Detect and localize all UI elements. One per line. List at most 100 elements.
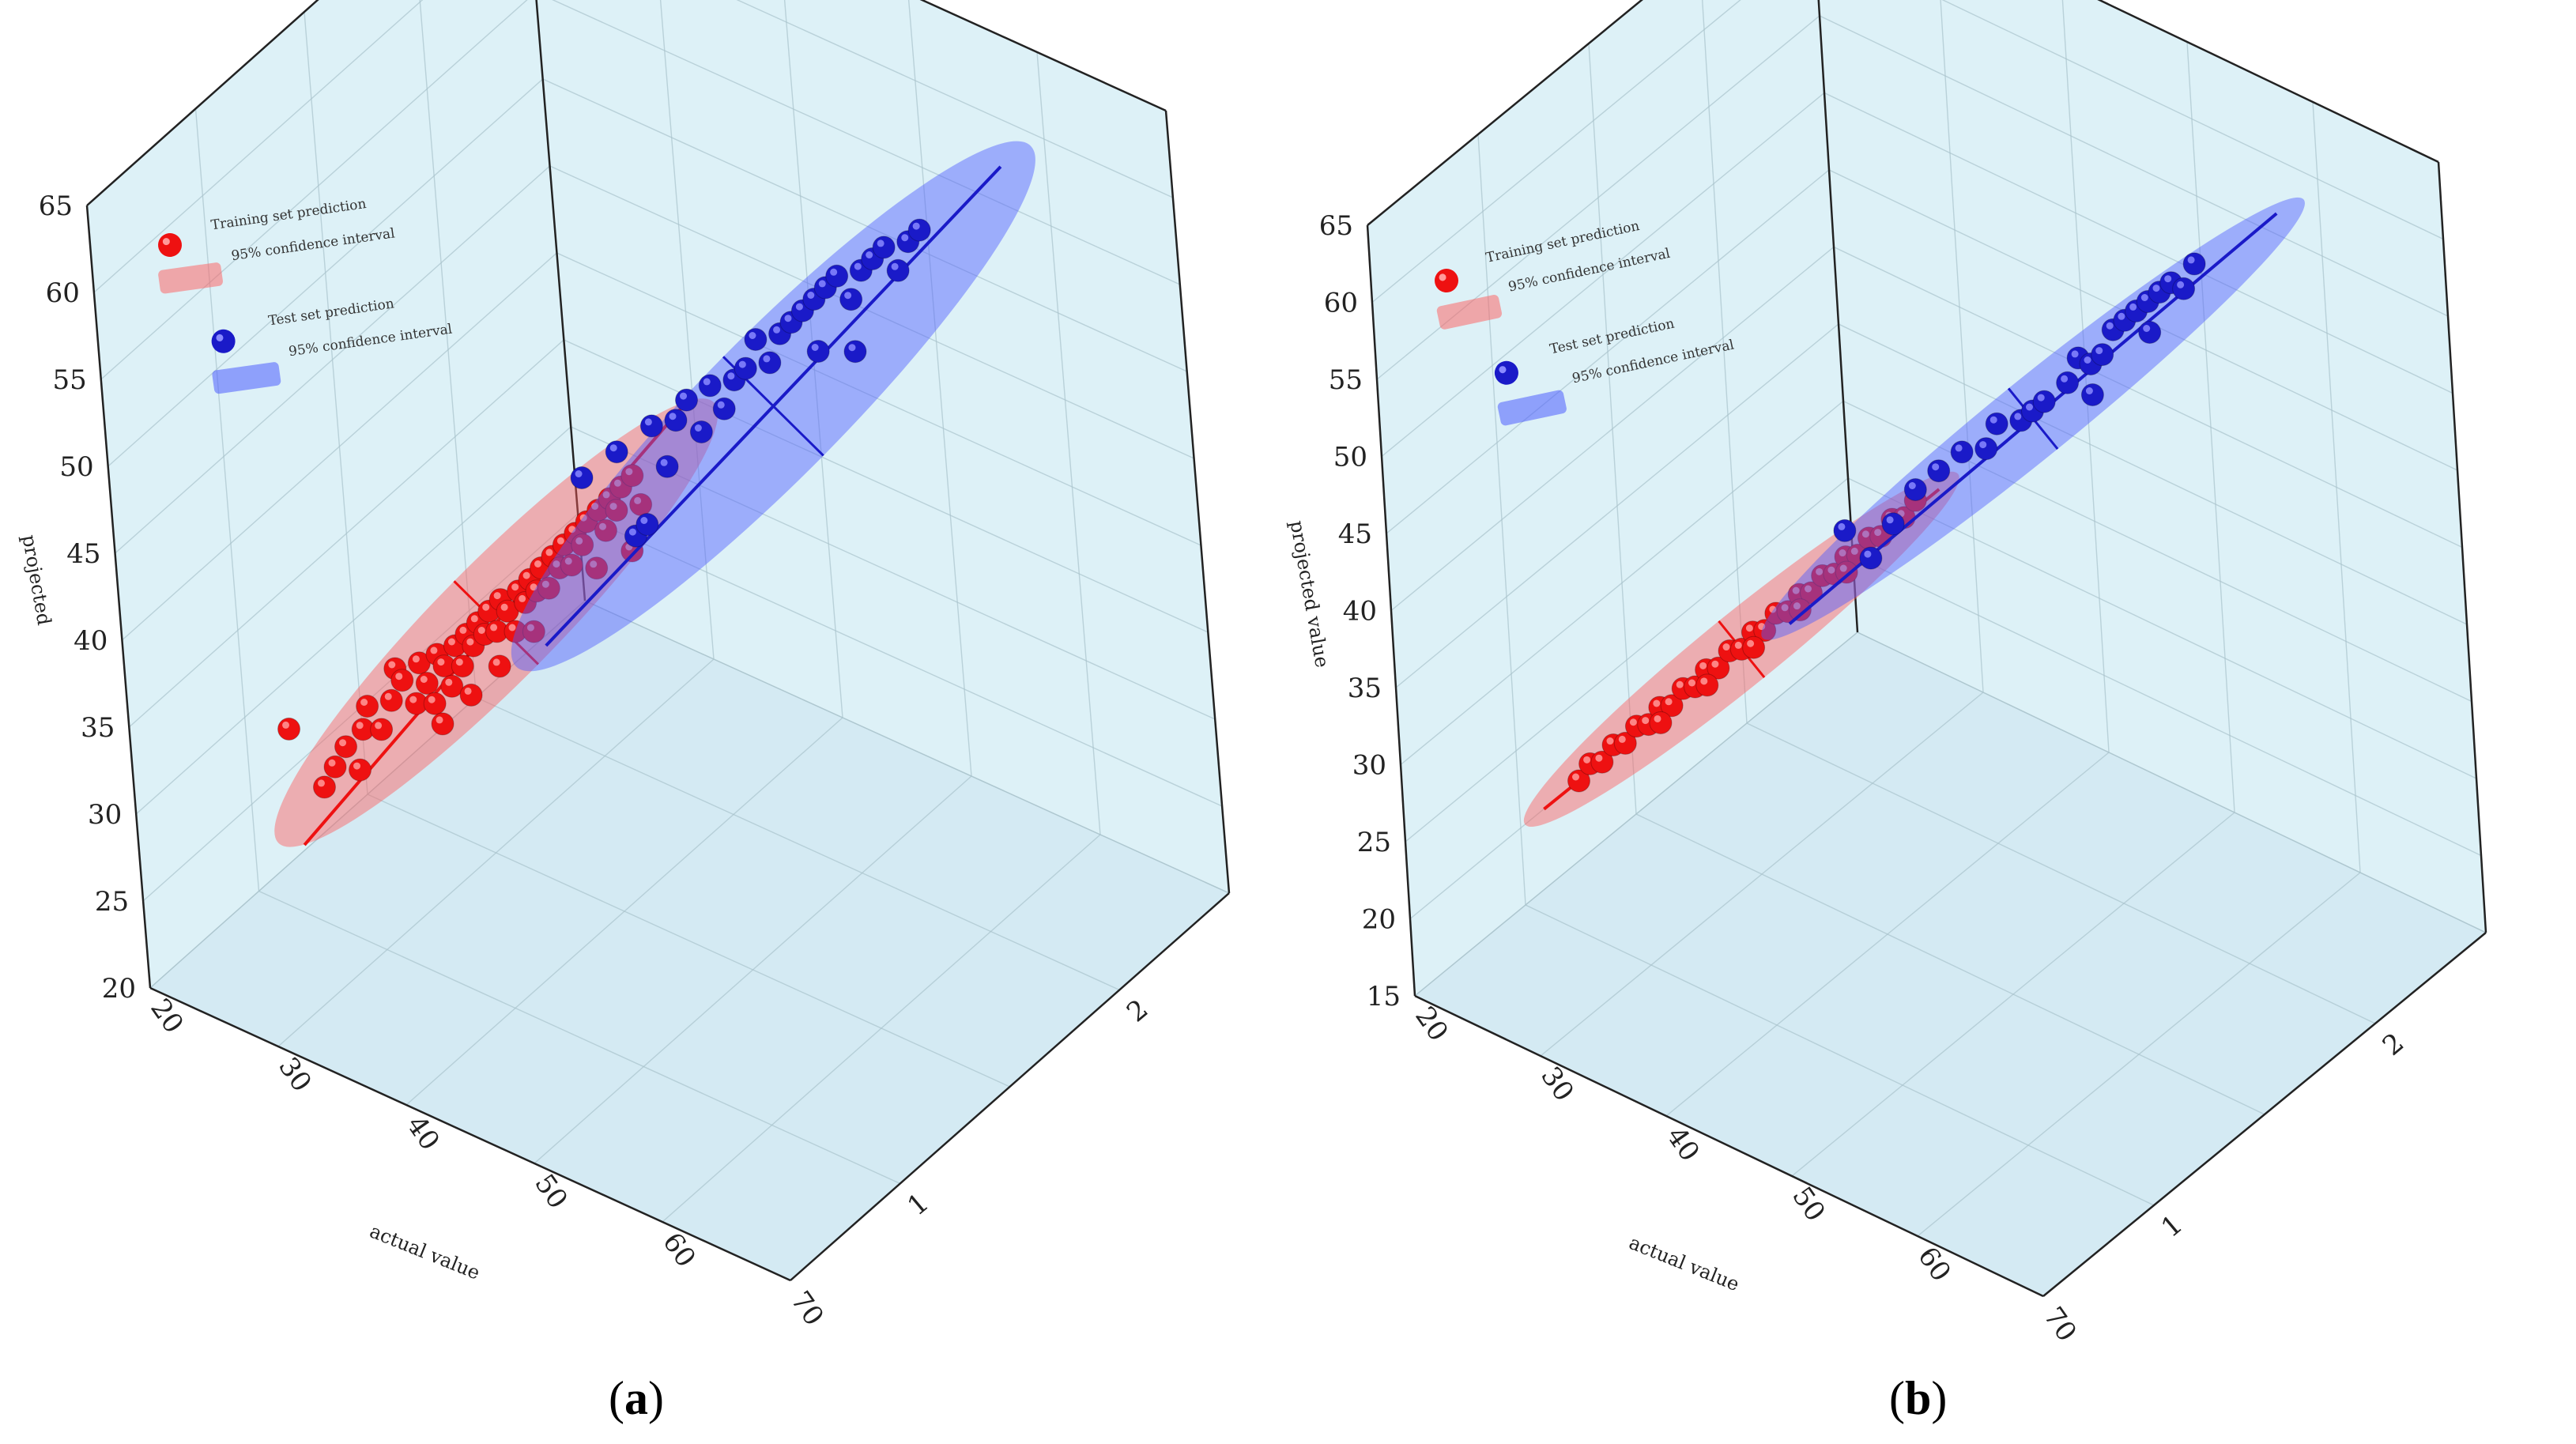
b-training-point-highlight — [1629, 718, 1637, 726]
b-training-point-highlight — [1606, 737, 1614, 745]
a-training-point-highlight — [384, 692, 392, 700]
a-training-point-highlight — [511, 583, 519, 591]
a-training-point-highlight — [328, 759, 336, 767]
panel-b-chart: 152025303540455055606520304050607012proj… — [1286, 0, 2487, 1348]
a-test-point-highlight — [575, 470, 583, 477]
a-training-point-highlight — [534, 560, 541, 567]
a-training-point-highlight — [634, 496, 642, 504]
a-training-point — [431, 712, 454, 736]
b-grid-y-floor — [1746, 722, 2376, 1024]
b-right-edge — [2437, 161, 2487, 933]
a-test-point-highlight — [844, 292, 852, 300]
a-training-point — [323, 755, 347, 779]
b-training-point-highlight — [1769, 605, 1777, 613]
a-training-point-highlight — [613, 479, 621, 487]
b-z-tick-label: 40 — [1343, 596, 1377, 628]
a-training-point-highlight — [388, 661, 396, 669]
b-training-point-highlight — [1839, 549, 1846, 557]
b-z-tick-label: 60 — [1324, 288, 1358, 319]
b-test-point-highlight — [1864, 550, 1872, 558]
a-training-point-highlight — [609, 503, 617, 511]
b-y-axis-line — [2042, 932, 2487, 1297]
b-training-point-highlight — [1781, 604, 1789, 612]
a-grid-y-floor — [476, 696, 1120, 991]
b-x-axis-line — [1414, 994, 2044, 1298]
b-test-point-highlight — [2061, 375, 2069, 383]
a-test-point-highlight — [628, 528, 636, 536]
a-training-point-highlight — [459, 626, 467, 634]
b-test-point — [1859, 546, 1883, 570]
b-z-tick-label: 65 — [1319, 210, 1353, 242]
b-grid-y-floor — [1857, 632, 2487, 933]
a-test-point — [907, 218, 931, 242]
a-training-point-highlight — [556, 537, 564, 545]
a-training-point-highlight — [428, 696, 436, 703]
a-z-tick-label: 55 — [53, 364, 87, 396]
b-test-point — [2138, 321, 2162, 344]
a-test-point-highlight — [738, 360, 746, 368]
b-legend-train-marker-highlight — [1439, 273, 1446, 281]
b-back-edge — [1817, 0, 1859, 633]
b-z-tick-label: 55 — [1329, 364, 1363, 396]
a-test-point-highlight — [811, 344, 819, 351]
a-training-point-highlight — [412, 655, 420, 663]
a-test-point-highlight — [818, 280, 826, 288]
a-training-point-highlight — [437, 658, 445, 666]
a-training-point-highlight — [519, 594, 526, 602]
a-test-point-highlight — [717, 401, 725, 409]
b-test-point-highlight — [2187, 256, 2195, 264]
b-grid-y-floor — [1635, 813, 2265, 1115]
b-test-point — [1950, 440, 1974, 464]
a-test-point — [839, 288, 863, 311]
b-training-point-highlight — [1745, 624, 1753, 632]
b-z-tick-label: 20 — [1362, 904, 1396, 936]
a-test-point-highlight — [763, 355, 771, 363]
a-back-wall-right — [536, 0, 1229, 893]
a-training-point — [312, 775, 336, 799]
a-training-point-highlight — [575, 537, 583, 545]
a-grid-y-wall — [304, 11, 368, 795]
b-z-tick-label: 50 — [1333, 442, 1367, 473]
a-grid-x-wall — [659, 0, 715, 660]
a-training-point — [370, 718, 394, 741]
a-training-point-highlight — [430, 647, 438, 654]
b-test-point-highlight — [2026, 403, 2033, 411]
b-legend-test-ci-swatch — [1497, 390, 1567, 426]
b-y-tick-label: 2 — [2377, 1027, 2410, 1062]
a-grid-y-wall — [419, 0, 477, 698]
a-training-point — [356, 695, 379, 718]
b-test-point-highlight — [1990, 416, 1997, 424]
a-x-axis-line — [149, 986, 791, 1282]
a-test-point-highlight — [680, 392, 688, 400]
a-test-point-highlight — [848, 344, 856, 352]
a-z-tick-label: 50 — [59, 451, 93, 483]
a-z-tick-label: 65 — [39, 190, 73, 222]
a-test-point-highlight — [891, 262, 899, 270]
a-test-point-highlight — [669, 413, 677, 420]
b-z-tick-label: 25 — [1357, 827, 1391, 858]
a-test-point-highlight — [660, 458, 668, 466]
a-grid-y-floor — [584, 600, 1230, 894]
a-training-point-highlight — [598, 522, 606, 530]
b-training-point — [1649, 711, 1673, 734]
b-legend-train-ci-swatch — [1436, 294, 1503, 330]
a-z-tick-label: 30 — [88, 799, 122, 831]
b-training-point-highlight — [1874, 529, 1882, 537]
b-training-point-highlight — [1595, 754, 1603, 762]
a-training-point-highlight — [541, 580, 549, 588]
a-test-point — [664, 409, 688, 432]
a-test-point — [843, 340, 867, 364]
caption-b: (b) — [1889, 1372, 1948, 1424]
a-z-tick-label: 35 — [81, 712, 115, 744]
a-training-point-highlight — [625, 468, 633, 476]
a-training-point — [488, 654, 511, 678]
b-test-point-highlight — [2129, 303, 2137, 311]
b-grid-y-wall — [1588, 43, 1637, 815]
b-test-point-highlight — [2014, 413, 2022, 420]
b-test-point — [1985, 412, 2008, 435]
a-test-point — [570, 466, 594, 489]
b-training-point-highlight — [1850, 547, 1858, 555]
a-z-tick-label: 45 — [66, 538, 100, 570]
a-training-point-highlight — [395, 673, 403, 681]
